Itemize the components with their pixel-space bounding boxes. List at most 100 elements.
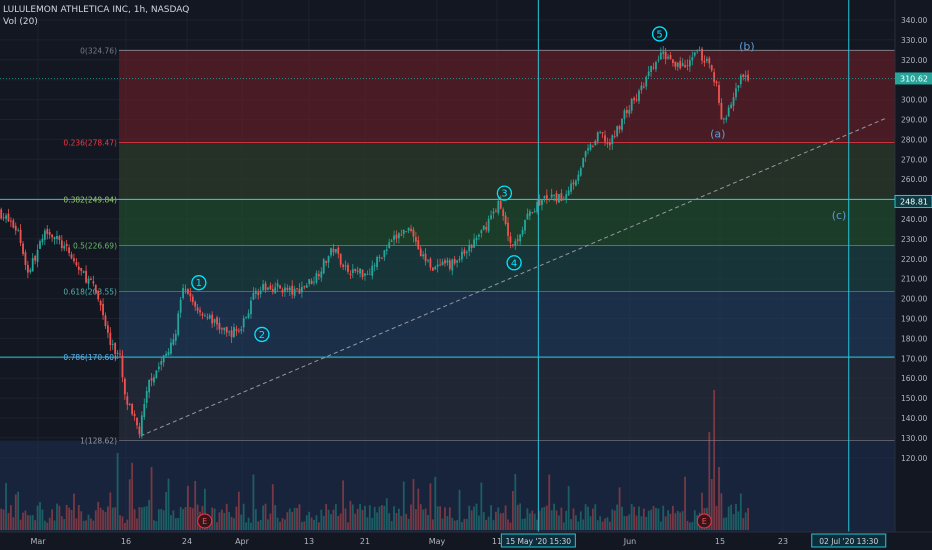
candle-body [618,126,621,130]
candle-body [470,245,473,248]
candle-body [705,58,708,61]
candle-body [642,86,645,88]
wave-label-text: 5 [656,29,662,40]
volume-bar [604,518,606,530]
volume-bar [19,519,22,530]
wave-label-text: (b) [739,40,755,53]
candle-body [92,281,95,284]
volume-bar [667,510,669,530]
volume-bar [543,506,546,530]
candle-body [136,417,138,426]
volume-bar [638,506,640,530]
volume-bar [305,515,308,530]
volume-bar [51,509,54,530]
candle-body [359,268,361,274]
earnings-marker[interactable]: E [696,513,712,529]
volume-indicator-label[interactable]: Vol (20) [3,17,38,27]
volume-bar [2,509,5,530]
candle-body [2,217,5,219]
candle-body [555,193,558,202]
price-tick-label: 320.00 [901,56,927,65]
volume-bar [107,506,109,530]
volume-bar [70,510,73,530]
candle-body [739,75,742,85]
candle-body [254,290,257,294]
volume-bar [111,507,114,530]
volume-bar [279,521,281,530]
volume-bar [526,508,529,530]
volume-bar [82,520,85,530]
volume-bar [366,517,369,530]
volume-bar [172,510,175,530]
volume-bar [625,516,628,530]
volume-bar [114,507,117,530]
candle-body [473,239,475,248]
candle-body [223,327,226,331]
candle-body [594,140,597,146]
candle-body [313,281,315,283]
earnings-marker[interactable]: E [197,513,213,529]
volume-bar [497,507,500,530]
candle-body [194,301,197,307]
price-tick-label: 260.00 [901,175,927,184]
candle-body [458,259,461,261]
last-price-label: 310.62 [900,74,928,83]
volume-bar [17,491,20,530]
volume-bar [727,506,730,530]
volume-bar [398,508,400,530]
candle-body [325,261,328,264]
volume-bar [444,507,446,530]
candle-body [41,238,44,243]
candle-body [225,326,228,333]
volume-bar [628,514,631,530]
candle-body [509,236,512,243]
candle-body [133,413,136,417]
candle-body [487,218,490,232]
volume-bar [446,516,449,530]
candle-body [441,261,444,266]
candle-body [26,264,29,273]
candle-body [674,61,677,67]
volume-bar [60,516,63,530]
volume-bar [587,506,589,530]
candle-body [541,199,543,205]
fib-level-label: 1(128.62) [80,437,117,446]
candle-body [371,265,374,276]
volume-bar [431,519,434,530]
volume-bar [63,519,66,530]
volume-bar [427,514,429,530]
volume-bar [140,507,143,530]
volume-bar [153,520,155,530]
candle-body [405,231,408,232]
candle-body [293,288,296,296]
candle-body [570,183,572,192]
candle-body [616,126,619,137]
volume-bar [565,510,568,530]
time-tick-label: Apr [235,537,250,546]
candle-body [429,258,432,268]
candle-body [36,249,39,262]
fib-zone [119,291,895,358]
candle-body [305,285,308,288]
trendline [140,117,888,437]
candle-body [635,99,638,101]
volume-bar [618,487,621,530]
candle-body [596,132,599,142]
volume-bar [121,516,124,530]
candle-body [184,289,187,291]
candle-body [414,237,417,242]
volume-bar [133,509,136,530]
price-axis: 340.00330.00320.00310.00300.00290.00280.… [894,0,932,550]
volume-bar [621,506,623,530]
candle-body [87,278,90,284]
volume-bar [461,522,463,530]
price-tick-label: 330.00 [901,36,927,45]
volume-bar [194,481,197,530]
candle-body [465,251,468,254]
volume-bar [123,522,126,530]
candle-body [623,110,626,120]
volume-bar [322,515,325,530]
candle-body [308,279,311,284]
volume-bar [385,498,388,530]
